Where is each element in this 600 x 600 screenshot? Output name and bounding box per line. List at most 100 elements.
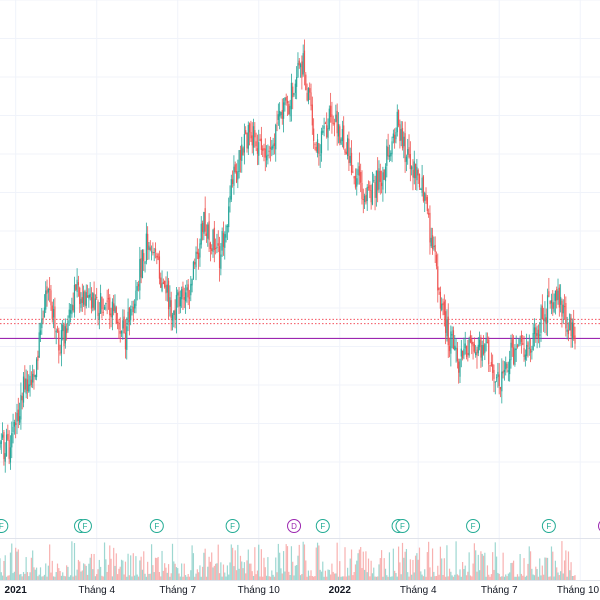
volume-bar <box>80 571 82 580</box>
volume-bar <box>469 575 472 580</box>
candle-body <box>518 344 520 346</box>
candle-body <box>162 282 164 284</box>
candle-body <box>137 284 140 287</box>
candle-body <box>400 128 402 141</box>
volume-bar <box>171 543 174 580</box>
volume-bar <box>150 544 153 580</box>
volume-bar <box>311 575 313 580</box>
candle-body <box>293 93 295 95</box>
candle-body <box>447 316 449 346</box>
volume-bar <box>15 547 17 580</box>
candle-body <box>416 166 418 181</box>
volume-bar <box>137 576 140 580</box>
volume-bar <box>102 576 104 580</box>
volume-bar <box>207 566 209 580</box>
candle-body <box>97 301 99 316</box>
candle-body <box>208 221 210 240</box>
volume-bar <box>265 575 268 580</box>
candle-body <box>476 349 478 356</box>
candle-body <box>153 252 155 254</box>
candle-body <box>428 213 430 215</box>
volume-bar <box>41 576 43 580</box>
candle-body <box>331 114 333 123</box>
candle-body <box>450 331 452 354</box>
volume-bar <box>13 571 15 580</box>
volume-bar <box>94 576 96 580</box>
candle-body <box>16 412 18 422</box>
volume-bar <box>75 575 77 580</box>
volume-bar <box>64 576 66 580</box>
volume-bar <box>90 553 93 580</box>
candle-body <box>315 146 317 152</box>
candle-body <box>488 339 490 365</box>
volume-bar <box>485 576 487 580</box>
volume-bar <box>263 557 265 580</box>
candle-body <box>340 139 342 145</box>
volume-bar <box>563 560 566 580</box>
candle-body <box>29 375 31 387</box>
volume-bar <box>109 545 111 580</box>
event-label: F <box>471 522 476 531</box>
volume-bar <box>213 565 215 580</box>
volume-bar <box>191 545 193 580</box>
candle-body <box>110 313 112 318</box>
candle-body <box>458 361 460 373</box>
volume-bar <box>434 576 436 580</box>
candle-body <box>498 374 500 387</box>
candle-body <box>157 253 159 260</box>
volume-bar <box>58 568 60 580</box>
volume-bar <box>382 576 384 580</box>
volume-bar <box>81 570 83 580</box>
volume-bar <box>43 574 46 580</box>
candle-body <box>134 303 136 309</box>
candle-body <box>215 247 217 250</box>
candle-body <box>37 355 39 361</box>
volume-bar <box>420 571 422 580</box>
event-label: F <box>154 522 159 531</box>
volume-bar <box>328 569 330 580</box>
candle-body <box>433 246 435 248</box>
candle-body <box>201 222 204 232</box>
candle-body <box>245 130 247 134</box>
x-tick-label: 2022 <box>329 585 352 596</box>
candle-body <box>84 290 86 307</box>
candle-body <box>285 96 287 101</box>
volume-bar <box>135 556 137 580</box>
volume-bar <box>294 565 296 580</box>
volume-bar <box>221 576 223 580</box>
event-circle <box>315 519 330 533</box>
candle-body <box>69 310 72 314</box>
volume-bar <box>411 574 413 580</box>
volume-bar <box>445 576 447 580</box>
candle-body <box>103 307 106 310</box>
candle-body <box>445 311 447 333</box>
candle-body <box>536 333 538 336</box>
volume-bar <box>182 576 184 580</box>
candle-body <box>367 186 370 188</box>
volume-bar <box>220 562 222 580</box>
volume-bar <box>327 569 329 580</box>
candle-body <box>8 439 10 459</box>
candle-body <box>499 386 502 390</box>
volume-bar <box>341 576 343 580</box>
volume-bar <box>39 567 42 580</box>
candle-body <box>220 254 222 269</box>
volume-bar <box>187 573 189 580</box>
volume-bar <box>326 576 328 580</box>
volume-bar <box>369 576 371 580</box>
candle-body <box>98 312 100 320</box>
volume-bar <box>69 575 72 580</box>
volume-bar <box>394 570 396 580</box>
candle-body <box>327 128 329 138</box>
candle-body <box>164 280 166 288</box>
volume-bar <box>386 575 388 580</box>
candle-body <box>309 88 311 93</box>
candle-body <box>332 122 334 124</box>
candle-body <box>128 307 130 323</box>
candle-body <box>303 50 306 73</box>
volume-bar <box>97 569 99 580</box>
candle-body <box>62 324 64 332</box>
candle-body <box>387 147 389 157</box>
